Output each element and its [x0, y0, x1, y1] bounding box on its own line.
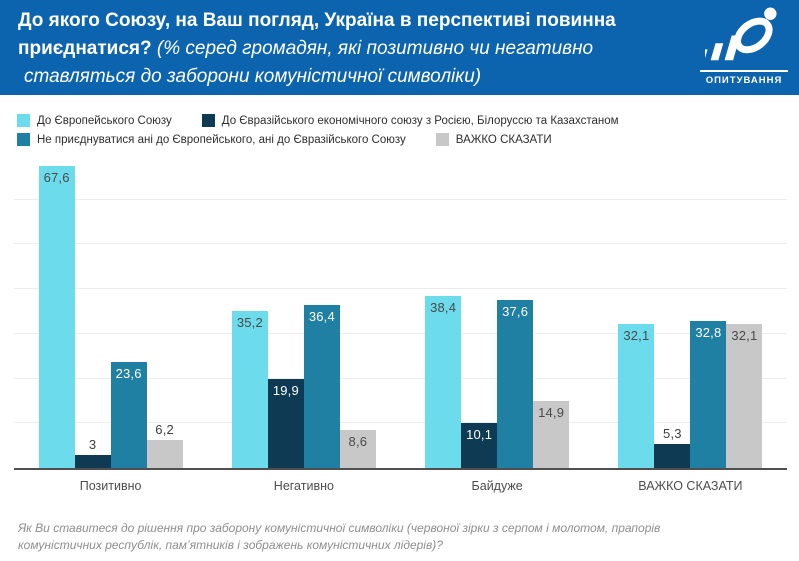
- title-line3-italic: ставляться до заборони комуністичної сим…: [24, 66, 482, 87]
- bar-value-label: 36,4: [308, 309, 335, 324]
- bar: 35,2: [231, 311, 268, 468]
- bar: 32,1: [618, 324, 655, 468]
- legend-label: До Євразійського економічного союзу з Ро…: [221, 114, 619, 127]
- bar: 5,3: [654, 426, 691, 468]
- category-label: Позитивно: [79, 479, 142, 493]
- gridline: [14, 378, 787, 379]
- legend-row: До Європейського Союзу До Євразійського е…: [17, 111, 799, 130]
- bar-value-label: 37,6: [502, 304, 529, 319]
- legend-row: Не приєднуватися ані до Європейського, а…: [17, 130, 799, 149]
- bar: 8,6: [339, 430, 376, 468]
- legend-swatch: [201, 114, 215, 127]
- bar-value-label: 8,6: [348, 434, 368, 449]
- legend-label: ВАЖКО СКАЗАТИ: [455, 133, 552, 146]
- legend-item: До Європейського Союзу: [17, 114, 172, 127]
- gridline: [14, 333, 787, 334]
- header: До якого Союзу, на Ваш погляд, Україна в…: [0, 0, 799, 95]
- logo: ОПИТУВАННЯ: [700, 6, 788, 86]
- plot-area: 67,6 3 23,6 6,2 35,2 19,9 36,4 8,6 38,4 10,1 37,6 1…: [14, 155, 787, 468]
- bar-value-label: 3: [88, 437, 97, 452]
- title-line2-italic: (% серед громадян, які позитивно чи нега…: [156, 38, 594, 59]
- bar: 67,6: [38, 166, 75, 468]
- gridline: [14, 288, 787, 289]
- bar-group: 67,6 3 23,6 6,2: [14, 155, 207, 468]
- bar-value-label: 32,1: [731, 328, 758, 343]
- bar-value-label: 67,6: [43, 170, 70, 185]
- bar-value-label: 19,9: [272, 383, 299, 398]
- legend-swatch: [17, 114, 30, 127]
- category-labels: Позитивно Негативно Байдуже ВАЖКО СКАЗАТИ: [14, 470, 787, 493]
- legend: До Європейського Союзу До Євразійського е…: [0, 95, 799, 149]
- bar-value-label: 32,1: [623, 328, 650, 343]
- bar: 23,6: [110, 362, 147, 468]
- legend-swatch: [17, 133, 30, 146]
- legend-item: Не приєднуватися ані до Європейського, а…: [17, 133, 406, 146]
- bar-value-label: 10,1: [466, 427, 493, 442]
- chart-title: До якого Союзу, на Ваш погляд, Україна в…: [18, 7, 616, 91]
- x-axis-line: [14, 468, 787, 470]
- title-line1: До якого Союзу, на Ваш погляд, Україна в…: [18, 10, 616, 31]
- bar: 14,9: [533, 401, 570, 468]
- bar: 19,9: [267, 379, 304, 468]
- gridline: [14, 422, 787, 423]
- gridline: [14, 199, 787, 200]
- category-label: Байдуже: [471, 479, 523, 493]
- legend-swatch: [435, 133, 449, 146]
- bar-value-label: 23,6: [115, 366, 142, 381]
- title-line2-bold: приєднатися?: [18, 38, 152, 59]
- bar: 36,4: [303, 305, 340, 468]
- bar: 10,1: [461, 423, 498, 468]
- legend-label: Не приєднуватися ані до Європейського, а…: [37, 133, 406, 146]
- bar-group: 35,2 19,9 36,4 8,6: [207, 155, 400, 468]
- bar-value-label: 14,9: [538, 405, 565, 420]
- bar: 32,1: [726, 324, 763, 468]
- legend-item: До Євразійського економічного союзу з Ро…: [201, 114, 619, 127]
- bar: 6,2: [146, 422, 183, 468]
- bar-group: 32,1 5,3 32,8 32,1: [594, 155, 787, 468]
- legend-item: ВАЖКО СКАЗАТИ: [435, 133, 552, 146]
- bar-value-label: 32,8: [695, 325, 722, 340]
- logo-caption: ОПИТУВАННЯ: [705, 75, 783, 86]
- bar-chart: 67,6 3 23,6 6,2 35,2 19,9 36,4 8,6 38,4 10,1 37,6 1…: [0, 155, 799, 493]
- bar-value-label: 38,4: [430, 300, 457, 315]
- runner-chart-logo-icon: [705, 7, 777, 61]
- footnote: Як Ви ставитеся до рішення про заборону …: [18, 521, 661, 552]
- bar-value-label: 6,2: [155, 422, 174, 437]
- bar: 38,4: [425, 296, 462, 468]
- bar: 3: [74, 437, 111, 468]
- bar-groups: 67,6 3 23,6 6,2 35,2 19,9 36,4 8,6 38,4 10,1 37,6 1…: [14, 155, 787, 468]
- legend-label: До Європейського Союзу: [37, 114, 172, 127]
- bar: 32,8: [690, 321, 727, 468]
- bar-value-label: 5,3: [663, 426, 682, 441]
- category-label: ВАЖКО СКАЗАТИ: [638, 479, 743, 493]
- logo-divider: [700, 70, 788, 72]
- bar: 37,6: [497, 300, 534, 468]
- bar-value-label: 35,2: [236, 315, 263, 330]
- bar-group: 38,4 10,1 37,6 14,9: [401, 155, 594, 468]
- gridline: [14, 243, 787, 244]
- category-label: Негативно: [273, 479, 334, 493]
